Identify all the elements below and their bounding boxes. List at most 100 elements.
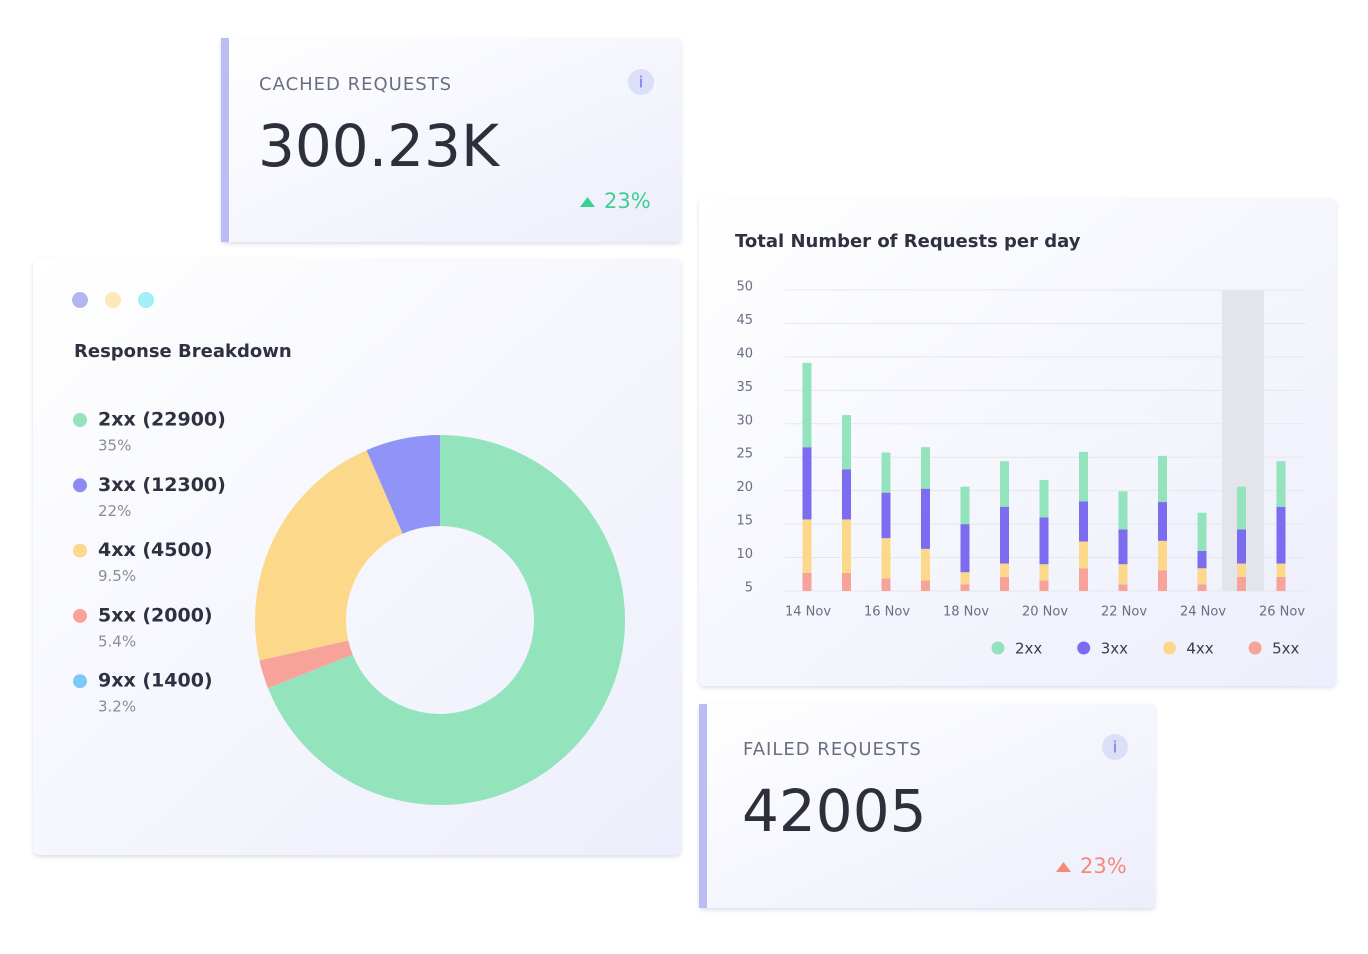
legend-dot (1162, 641, 1176, 655)
bar-segment (921, 447, 930, 489)
x-tick-label: 20 Nov (1022, 605, 1068, 620)
bar-segment (842, 572, 851, 591)
bar-segment (1276, 563, 1286, 577)
y-tick-label: 5 (745, 581, 753, 596)
bar-segment (1197, 550, 1207, 569)
bar-segment (921, 548, 930, 581)
window-dot (72, 292, 88, 308)
bar-segment (1000, 461, 1009, 507)
x-tick-label: 18 Nov (943, 605, 989, 620)
bar-segment (1158, 455, 1167, 503)
legend-dot (73, 608, 87, 623)
bar-segment (881, 538, 891, 579)
bar-segment (960, 584, 970, 591)
bar-segment (1079, 501, 1088, 542)
response-card: Response Breakdown 2xx (22900) 35% 3xx (12… (33, 259, 681, 855)
y-tick-label: 15 (736, 514, 753, 529)
y-tick-label: 45 (736, 313, 753, 328)
y-tick-label: 50 (736, 280, 753, 295)
bar-segment (1000, 506, 1009, 564)
bar-segment (881, 578, 891, 591)
legend-dot (73, 543, 87, 558)
card-accent (221, 38, 229, 242)
legend-label: 9xx (1400) (98, 670, 213, 692)
bar-segment (802, 519, 812, 573)
card-accent (699, 704, 707, 908)
bar-segment (802, 447, 812, 520)
bar-segment (921, 488, 930, 549)
legend-label: 4xx (4500) (98, 539, 213, 561)
bar-segment (1237, 563, 1246, 577)
bar-segment (960, 572, 970, 585)
x-tick-label: 24 Nov (1180, 605, 1226, 620)
info-text[interactable]: i (1113, 738, 1117, 757)
card-bg (221, 38, 681, 242)
legend-dot (1248, 641, 1262, 655)
bar-segment (960, 524, 970, 573)
card-value: 42005 (742, 777, 927, 845)
bar-segment (1158, 502, 1167, 541)
y-tick-label: 25 (736, 447, 753, 462)
donut-slice (366, 435, 440, 534)
y-tick-label: 35 (736, 380, 753, 395)
card-title: FAILED REQUESTS (743, 739, 922, 760)
legend-share: 9.5% (98, 567, 136, 585)
info-text[interactable]: i (639, 73, 643, 92)
y-tick-label: 30 (736, 413, 753, 428)
bar-segment (1197, 568, 1207, 585)
legend-share: 5.4% (98, 632, 136, 650)
y-tick-label: 20 (736, 480, 753, 495)
legend-share: 3.2% (98, 698, 136, 716)
window-dot (105, 292, 121, 308)
bar-segment (1039, 517, 1049, 565)
legend-label: 5xx (2000) (98, 604, 213, 626)
bar-segment (1000, 563, 1009, 577)
legend-label: 2xx (1015, 640, 1042, 658)
legend-label: 4xx (1186, 640, 1213, 658)
card-change: 23% (604, 189, 651, 213)
bar-segment (1158, 570, 1167, 591)
card-bg (699, 704, 1155, 908)
donut-slice (267, 435, 626, 805)
card-change: 23% (1080, 854, 1127, 878)
bar-segment (1237, 486, 1246, 530)
up-arrow (580, 197, 595, 207)
x-tick-label: 26 Nov (1259, 605, 1305, 620)
bar-segment (1118, 491, 1128, 530)
legend-dot (73, 674, 87, 689)
bar-segment (1000, 576, 1009, 591)
bar-segment (1039, 564, 1049, 581)
legend-share: 35% (98, 437, 131, 455)
legend-dot (1077, 641, 1091, 655)
up-arrow (1056, 862, 1071, 872)
bar-segment (1237, 576, 1246, 591)
bar-segment (1276, 506, 1286, 564)
bar-segment (1079, 451, 1088, 502)
card-title: CACHED REQUESTS (259, 74, 452, 95)
bar-segment (1276, 461, 1286, 507)
bar-segment (1079, 541, 1088, 569)
bar-chart: 5 10 15 20 25 30 35 40 45 50 14 Nov 16 Nov 18 Nov 20 … (736, 280, 1306, 658)
bar-segment (1039, 479, 1049, 518)
legend-dot (73, 413, 87, 427)
legend-label: 2xx (22900) (98, 409, 226, 431)
legend-label: 3xx (1101, 640, 1128, 658)
y-tick-label: 40 (736, 346, 753, 361)
bar-segment (1237, 529, 1246, 564)
legend-share: 22% (98, 502, 131, 520)
bar-segment (921, 580, 930, 591)
legend-label: 3xx (12300) (98, 474, 226, 496)
bar-segment (1158, 540, 1167, 571)
bar-segment (802, 572, 812, 591)
x-tick-label: 14 Nov (785, 605, 831, 620)
info-icon[interactable] (628, 69, 654, 95)
info-icon[interactable] (1102, 734, 1128, 760)
failed-card: FAILED REQUESTS 42005 i 23% (699, 704, 1155, 908)
donut: 2xx (22900) 35% 3xx (12300) 22% 4xx (4500) 9.… (73, 409, 626, 805)
card-bg (699, 198, 1336, 686)
bar-segment (1197, 512, 1207, 551)
bar-segment (802, 362, 812, 448)
bar-segment (1079, 568, 1088, 591)
